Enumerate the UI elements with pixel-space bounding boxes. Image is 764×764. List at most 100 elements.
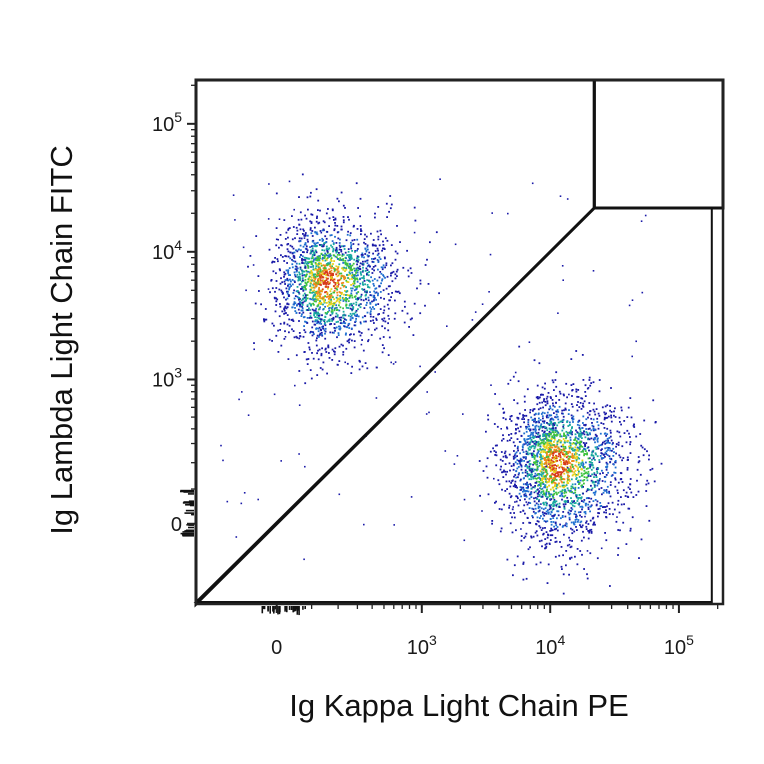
event-dot: [517, 497, 519, 500]
event-dot: [567, 458, 570, 460]
event-dot: [336, 231, 339, 234]
event-dot: [297, 290, 299, 292]
event-dot: [396, 225, 398, 227]
event-dot: [284, 312, 286, 315]
event-dot: [295, 270, 298, 273]
event-dot: [394, 250, 397, 253]
event-dot: [626, 468, 629, 471]
event-dot: [564, 485, 567, 488]
event-dot: [571, 464, 574, 466]
event-dot: [507, 212, 509, 215]
event-dot: [325, 276, 328, 279]
event-dot: [591, 451, 593, 454]
event-dot: [562, 503, 565, 506]
event-dot: [291, 306, 294, 309]
event-dot: [554, 528, 556, 531]
event-dot: [534, 504, 537, 507]
event-dot: [525, 442, 527, 444]
event-dot: [629, 483, 631, 486]
event-dot: [342, 281, 345, 284]
event-dot: [275, 287, 278, 289]
event-dot: [589, 384, 592, 387]
event-dot: [324, 295, 326, 298]
event-dot: [314, 245, 316, 248]
event-dot: [556, 483, 558, 486]
event-dot: [617, 503, 619, 506]
event-dot: [588, 376, 591, 379]
event-dot: [354, 251, 356, 253]
event-dot: [306, 294, 309, 296]
event-dot: [631, 516, 634, 519]
event-dot: [545, 480, 547, 483]
event-dot: [569, 539, 571, 542]
event-dot: [557, 464, 559, 467]
event-dot: [372, 258, 375, 260]
event-dot: [350, 314, 353, 317]
event-dot: [561, 481, 563, 484]
event-dot: [611, 501, 614, 504]
event-dot: [600, 547, 603, 550]
event-dot: [512, 375, 515, 378]
event-dot: [360, 332, 363, 334]
event-dot: [307, 264, 309, 267]
event-dot: [596, 440, 599, 443]
event-dot: [604, 455, 606, 458]
event-dot: [568, 424, 571, 426]
event-dot: [339, 328, 341, 331]
gate-3: [193, 207, 713, 603]
event-dot: [377, 294, 379, 297]
event-dot: [332, 263, 334, 265]
event-dot: [517, 380, 520, 383]
event-dot: [366, 259, 369, 262]
event-dot: [319, 209, 321, 212]
event-dot: [338, 304, 340, 307]
event-dot: [559, 454, 562, 457]
event-dot: [327, 262, 329, 264]
event-dot: [544, 451, 547, 453]
event-dot: [315, 251, 318, 254]
event-dot: [308, 291, 311, 294]
event-dot: [359, 225, 362, 227]
event-dot: [528, 441, 531, 444]
event-dot: [322, 296, 325, 299]
gate-2: [592, 78, 725, 210]
event-dot: [540, 439, 543, 442]
event-dot: [598, 444, 600, 447]
event-dot: [553, 424, 556, 426]
event-dot: [351, 239, 354, 242]
event-dot: [574, 448, 576, 451]
event-dot: [345, 257, 347, 260]
event-dot: [543, 462, 546, 465]
event-dot: [552, 494, 554, 497]
event-dot: [556, 457, 558, 460]
event-dot: [463, 498, 466, 501]
event-dot: [536, 448, 539, 451]
event-dot: [510, 495, 513, 497]
event-dot: [499, 530, 502, 533]
event-dot: [326, 372, 328, 375]
event-dot: [589, 510, 591, 513]
event-dot: [548, 408, 551, 411]
event-dot: [529, 409, 532, 411]
event-dot: [497, 479, 500, 482]
event-dot: [390, 244, 393, 246]
event-dot: [585, 525, 588, 528]
event-dot: [635, 494, 638, 496]
event-dot: [512, 463, 515, 465]
event-dot: [286, 292, 289, 295]
event-dot: [560, 435, 563, 438]
event-dot: [349, 294, 352, 297]
event-dot: [523, 537, 526, 539]
event-dot: [329, 272, 332, 275]
event-dot: [637, 461, 640, 464]
event-dot: [298, 293, 301, 295]
event-dot: [554, 482, 557, 484]
event-dot: [583, 454, 585, 457]
event-dot: [396, 275, 398, 277]
event-dot: [588, 488, 591, 491]
event-dot: [264, 308, 267, 310]
event-dot: [635, 340, 637, 343]
event-dot: [376, 247, 379, 250]
event-dot: [314, 273, 316, 276]
event-dot: [390, 203, 393, 206]
